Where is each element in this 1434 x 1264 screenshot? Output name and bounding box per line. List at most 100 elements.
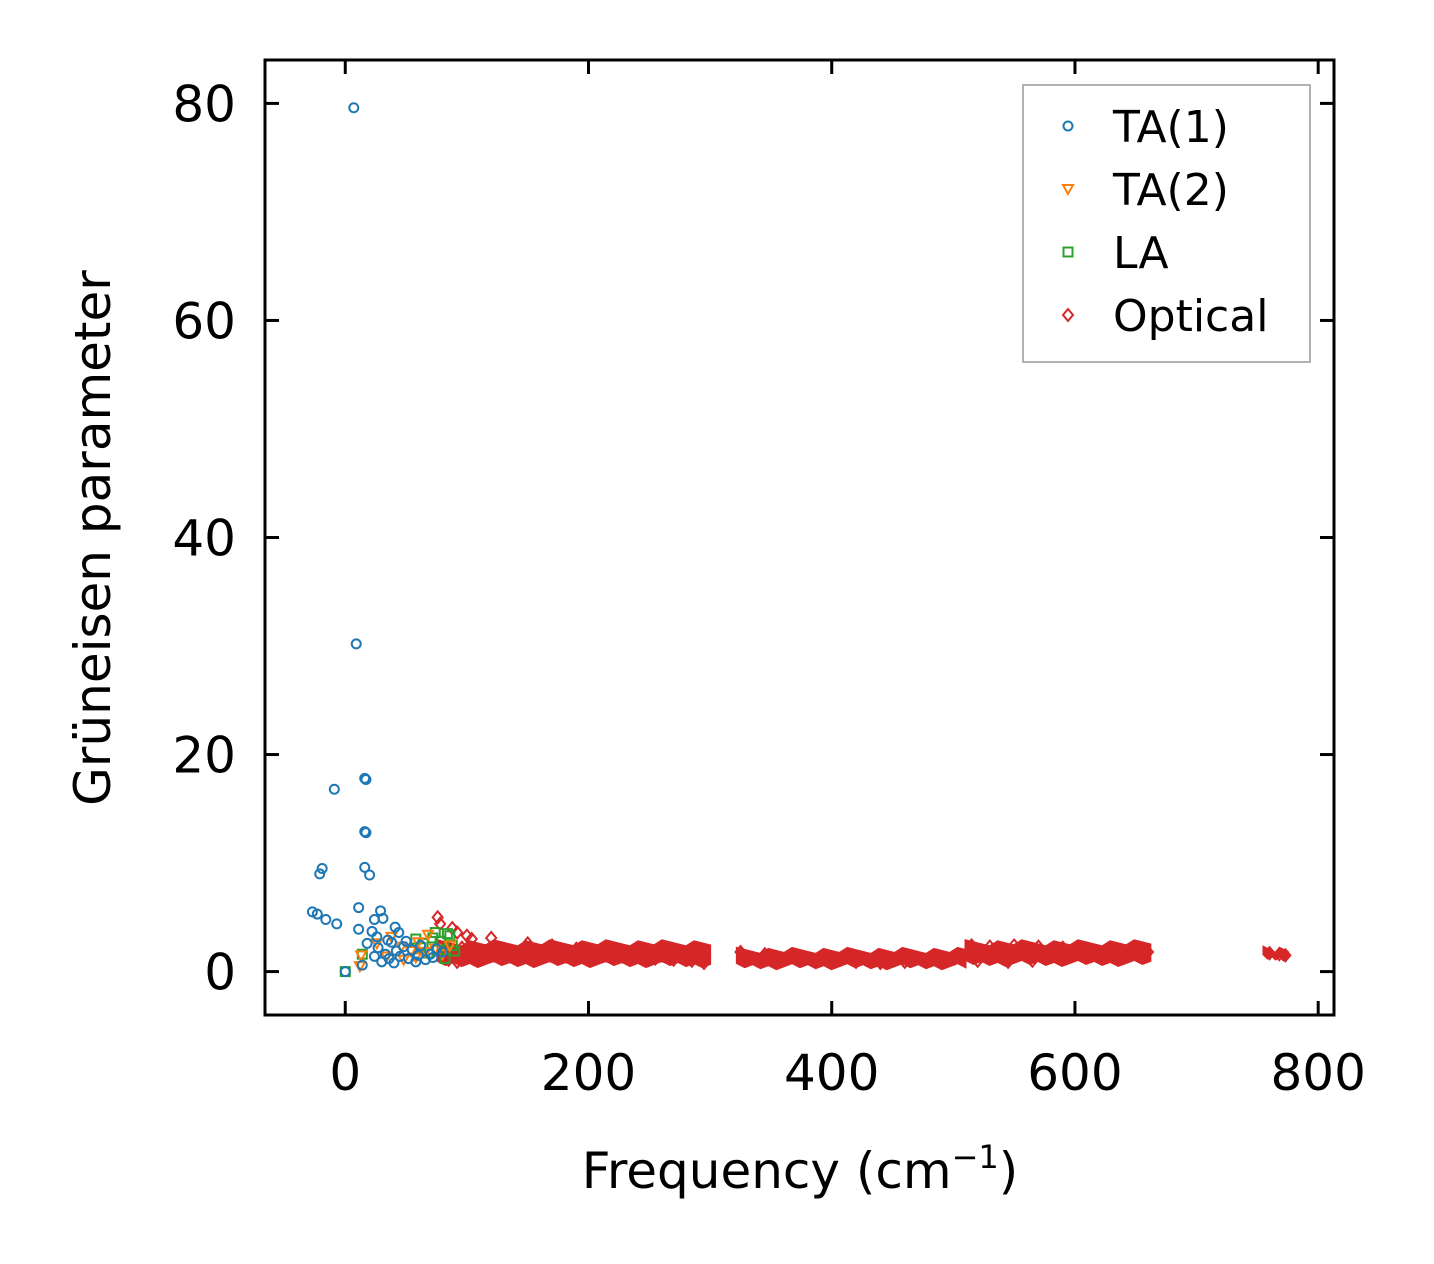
data-point [429, 927, 441, 939]
data-point [444, 930, 456, 942]
data-point [874, 955, 887, 971]
y-axis-label: Grüneisen parameter [64, 270, 122, 806]
data-point [331, 918, 343, 930]
data-point [383, 953, 395, 965]
data-point [1032, 939, 1045, 955]
y-tick-label: 0 [204, 944, 236, 1002]
y-tick-label: 60 [172, 292, 236, 350]
data-point [582, 944, 595, 960]
data-point [431, 909, 444, 925]
data-point [758, 946, 772, 962]
x-axis-label: Frequency (cm−1) [582, 1138, 1019, 1200]
y-tick-label: 80 [172, 75, 236, 133]
data-point [557, 943, 571, 959]
data-point [472, 943, 486, 959]
data-point [320, 914, 332, 925]
data-point [368, 950, 380, 962]
data-point [390, 945, 402, 957]
data-point [359, 861, 371, 873]
x-axis-label-close: ) [999, 1142, 1019, 1200]
data-point [1001, 954, 1015, 970]
data-point [437, 946, 449, 958]
legend-marker-la [1062, 246, 1074, 258]
legend-box [1022, 84, 1311, 363]
data-point [314, 868, 326, 880]
data-point [364, 869, 376, 881]
data-point [441, 928, 453, 940]
data-point [983, 939, 997, 955]
data-point [1279, 947, 1292, 963]
y-tick-label: 40 [172, 510, 236, 568]
data-point [360, 774, 372, 786]
data-point [385, 936, 397, 948]
data-point [356, 959, 368, 971]
legend-label: TA(2) [1112, 165, 1229, 216]
data-point [922, 952, 936, 968]
data-point [311, 908, 323, 920]
data-point [521, 935, 534, 951]
data-point [606, 946, 620, 962]
legend-label: TA(1) [1112, 102, 1229, 153]
data-point [1007, 937, 1021, 954]
data-point [685, 953, 699, 969]
data-point [350, 638, 362, 650]
data-point [697, 955, 711, 971]
data-point [782, 949, 796, 966]
x-axis-label-superscript: −1 [952, 1138, 999, 1176]
legend-label: LA [1113, 228, 1169, 279]
data-point [849, 954, 863, 970]
data-point [393, 927, 405, 939]
legend-marker-optical [1061, 307, 1075, 323]
data-point [545, 937, 559, 954]
data-point [594, 942, 607, 958]
data-point [734, 944, 747, 960]
data-point [354, 950, 368, 963]
data-point [1129, 943, 1143, 959]
data-point [443, 940, 457, 953]
data-point [368, 914, 380, 925]
legend-marker-ta-2- [1061, 184, 1075, 197]
data-point [435, 949, 450, 962]
series-ta-1- [306, 102, 449, 978]
x-tick-label: 200 [541, 1044, 636, 1102]
data-point [947, 951, 960, 967]
data-point [353, 902, 365, 914]
data-point [415, 940, 427, 952]
data-point [430, 943, 442, 955]
data-point [1080, 941, 1094, 957]
data-point [497, 945, 510, 961]
data-point [316, 862, 328, 874]
x-tick-label: 400 [784, 1044, 879, 1102]
data-point [807, 952, 820, 968]
data-point [898, 954, 911, 970]
data-point [339, 966, 351, 978]
data-point [971, 953, 984, 969]
data-point [1105, 942, 1118, 958]
data-point [406, 944, 418, 956]
series-optical [431, 909, 1292, 971]
data-point [484, 930, 498, 946]
data-point [442, 952, 455, 968]
data-point [1026, 953, 1039, 969]
axis-ticks: 0 200 400 600 800 0 20 40 60 80 [172, 60, 1366, 1102]
data-point [667, 952, 680, 968]
y-tick-label: 20 [172, 727, 236, 785]
data-point [649, 951, 662, 967]
data-point [1056, 940, 1070, 956]
data-point [450, 954, 464, 970]
data-point [328, 783, 340, 795]
data-point [348, 102, 360, 114]
x-tick-label: 600 [1027, 1044, 1122, 1102]
data-point [411, 937, 425, 950]
data-point [400, 935, 412, 947]
legend-label: Optical [1113, 291, 1268, 342]
data-point [421, 929, 435, 942]
data-point [965, 937, 978, 954]
data-point [361, 937, 373, 949]
data-point [465, 931, 479, 947]
data-point [384, 931, 399, 944]
plot-marks [306, 102, 1292, 978]
x-tick-label: 800 [1270, 1044, 1365, 1102]
data-point [630, 948, 644, 964]
data-point [424, 948, 436, 960]
